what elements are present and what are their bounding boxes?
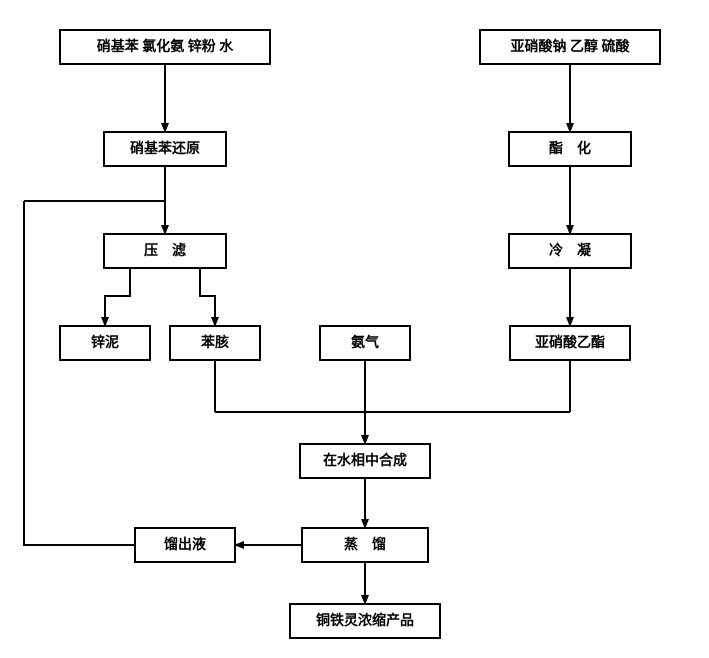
flow-node: 馏出液 (135, 528, 235, 562)
node-label: 亚硝酸乙酯 (535, 334, 605, 351)
node-label: 硝基苯 氯化氨 锌粉 水 (97, 38, 234, 55)
edge (200, 268, 215, 326)
flow-node: 硝基苯还原 (104, 132, 226, 166)
node-label: 馏出液 (163, 536, 207, 553)
flow-node: 锌泥 (60, 326, 150, 360)
node-label: 冷 凝 (549, 242, 592, 259)
node-label: 锌泥 (91, 334, 119, 351)
node-label: 苯胲 (200, 334, 229, 351)
node-label: 蒸 馏 (344, 536, 386, 553)
node-label: 硝基苯还原 (130, 140, 200, 157)
flow-node: 蒸 馏 (302, 528, 428, 562)
node-label: 酯 化 (549, 140, 591, 157)
edge (105, 268, 130, 326)
flow-node: 苯胲 (170, 326, 260, 360)
node-label: 亚硝酸钠 乙醇 硫酸 (511, 38, 631, 55)
node-label: 氨气 (351, 334, 379, 351)
flow-node: 冷 凝 (509, 234, 631, 268)
flow-node: 压 滤 (104, 234, 226, 268)
flow-node: 亚硝酸乙酯 (510, 326, 630, 360)
flow-node: 硝基苯 氯化氨 锌粉 水 (60, 30, 270, 64)
flow-node: 酯 化 (509, 132, 631, 166)
flow-node: 亚硝酸钠 乙醇 硫酸 (480, 30, 660, 64)
flow-node: 氨气 (320, 326, 410, 360)
node-label: 在水相中合成 (323, 452, 407, 469)
node-label: 铜铁灵浓缩产品 (316, 612, 414, 629)
node-label: 压 滤 (144, 242, 186, 259)
flow-node: 铜铁灵浓缩产品 (290, 604, 440, 638)
flow-node: 在水相中合成 (300, 444, 430, 478)
